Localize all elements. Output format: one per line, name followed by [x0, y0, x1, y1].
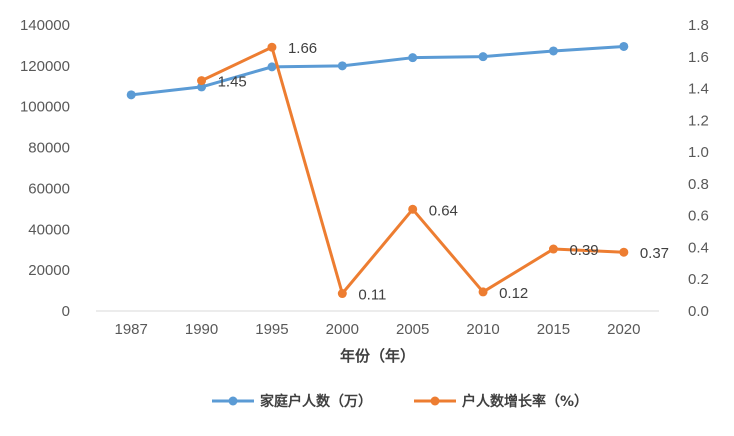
left-tick-label: 80000 [28, 140, 70, 157]
x-tick-label: 1990 [185, 321, 218, 338]
left-tick-label: 100000 [20, 99, 70, 116]
x-tick-label: 2015 [537, 321, 570, 338]
legend-item-households: 家庭户人数（万） [212, 393, 372, 410]
growth-data-label: 0.12 [499, 285, 528, 302]
growth-data-label: 1.45 [218, 74, 247, 91]
legend-item-growth-rate: 户人数增长率（%） [414, 393, 588, 410]
household-point [619, 41, 629, 51]
household-point [126, 90, 136, 100]
household-point [337, 61, 347, 71]
legend: 家庭户人数（万） 户人数增长率（%） [212, 393, 588, 410]
left-tick-label: 140000 [20, 17, 70, 34]
household-point [267, 62, 277, 72]
left-tick-label: 60000 [28, 180, 70, 197]
growth-point [619, 247, 629, 257]
household-point [197, 82, 207, 92]
x-axis-ticks: 1987 1990 1995 2000 2005 2010 2015 2020 [115, 321, 641, 338]
left-tick-label: 40000 [28, 221, 70, 238]
right-tick-label: 0.6 [688, 208, 709, 225]
growth-data-label: 0.11 [358, 287, 386, 304]
left-tick-label: 120000 [20, 58, 70, 75]
right-tick-label: 1.0 [688, 144, 709, 161]
right-tick-label: 0.4 [688, 239, 709, 256]
right-tick-label: 0.8 [688, 176, 709, 193]
growth-point [197, 76, 207, 86]
right-tick-label: 0.2 [688, 271, 709, 288]
right-tick-label: 0.0 [688, 303, 709, 320]
legend-label: 户人数增长率（%） [462, 393, 588, 410]
household-point [478, 52, 488, 62]
right-axis-ticks: 0.0 0.2 0.4 0.6 0.8 1.0 1.2 1.4 1.6 1.8 [688, 17, 709, 320]
right-tick-label: 1.4 [688, 81, 709, 98]
series-line-households [131, 44, 624, 97]
legend-swatch-marker [228, 396, 238, 406]
series-line-growth-rate [200, 45, 624, 296]
legend-label: 家庭户人数（万） [260, 393, 372, 410]
right-tick-label: 1.8 [688, 17, 709, 34]
x-tick-label: 1995 [255, 321, 288, 338]
growth-point [478, 287, 488, 297]
right-tick-label: 1.2 [688, 112, 709, 129]
legend-swatch-marker [430, 396, 440, 406]
x-tick-label: 1987 [115, 321, 148, 338]
left-tick-label: 20000 [28, 262, 70, 279]
growth-point [408, 204, 418, 214]
growth-point [337, 289, 347, 299]
left-tick-label: 0 [62, 303, 70, 320]
x-tick-label: 2020 [607, 321, 640, 338]
household-point [548, 46, 558, 56]
growth-point [267, 42, 277, 52]
household-point [408, 53, 418, 63]
series-layer [126, 41, 629, 299]
data-labels: 1.45 1.66 0.11 0.64 0.12 0.39 0.37 [218, 40, 669, 303]
x-tick-label: 2000 [326, 321, 359, 338]
growth-data-label: 1.66 [288, 40, 317, 57]
growth-data-label: 0.64 [429, 202, 458, 219]
x-tick-label: 2005 [396, 321, 429, 338]
left-axis-ticks: 0 20000 40000 60000 80000 100000 120000 140000 [20, 17, 70, 320]
x-axis-title: 年份（年） [340, 347, 415, 365]
growth-data-label: 0.37 [640, 245, 669, 262]
growth-point [548, 244, 558, 254]
right-tick-label: 1.6 [688, 49, 709, 66]
x-tick-label: 2010 [466, 321, 499, 338]
growth-data-label: 0.39 [569, 242, 598, 259]
